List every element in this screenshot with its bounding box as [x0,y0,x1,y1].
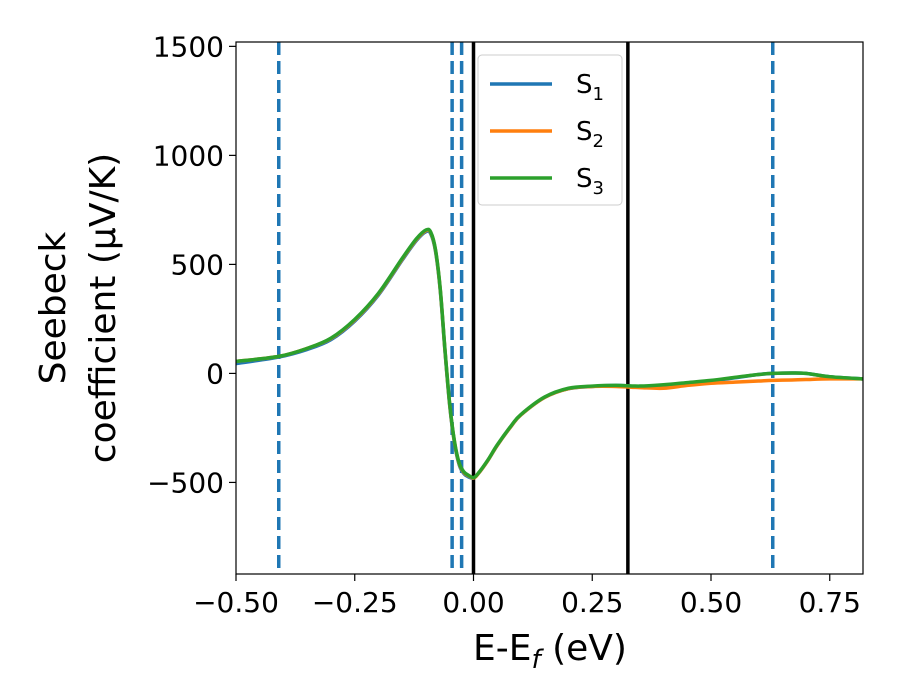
series-lines [236,227,863,480]
x-tick-label: 0.25 [561,586,623,619]
x-tick-label: 0.50 [680,586,742,619]
x-tick-label: −0.25 [312,586,398,619]
legend-label-sub: 1 [593,84,604,105]
legend-label-main: S [576,117,593,147]
series-line-3 [236,227,863,480]
legend-label-2: S2 [576,117,604,152]
plot-frame [235,41,864,575]
x-axis-label-main: E-E [473,628,531,669]
y-axis-label: Seebeck coefficient (μV/K) [33,153,124,463]
y-tick-label: 1500 [153,30,224,63]
y-tick-label: 0 [206,357,224,390]
x-axis-label: E-Ef (eV) [473,628,627,675]
y-tick-label: −500 [147,466,224,499]
legend-label-3: S3 [576,164,604,199]
legend-label-1: S1 [576,70,604,105]
legend-label-sub: 3 [593,178,604,199]
x-tick-label: 0.75 [799,586,861,619]
vertical-lines [277,42,775,574]
legend-label-sub: 2 [593,131,604,152]
legend-label-main: S [576,70,593,100]
x-tick-label: −0.50 [193,586,279,619]
y-axis: −500 0 500 1000 1500 [147,30,236,499]
x-axis-label-unit: (eV) [541,628,627,669]
x-axis: −0.50 −0.25 0.00 0.25 0.50 0.75 [193,574,861,619]
y-tick-label: 1000 [153,139,224,172]
y-axis-label-line2: coefficient (μV/K) [83,153,124,463]
legend-label-main: S [576,164,593,194]
y-tick-label: 500 [171,248,224,281]
y-axis-label-line1: Seebeck [33,231,74,384]
x-tick-label: 0.00 [442,586,504,619]
